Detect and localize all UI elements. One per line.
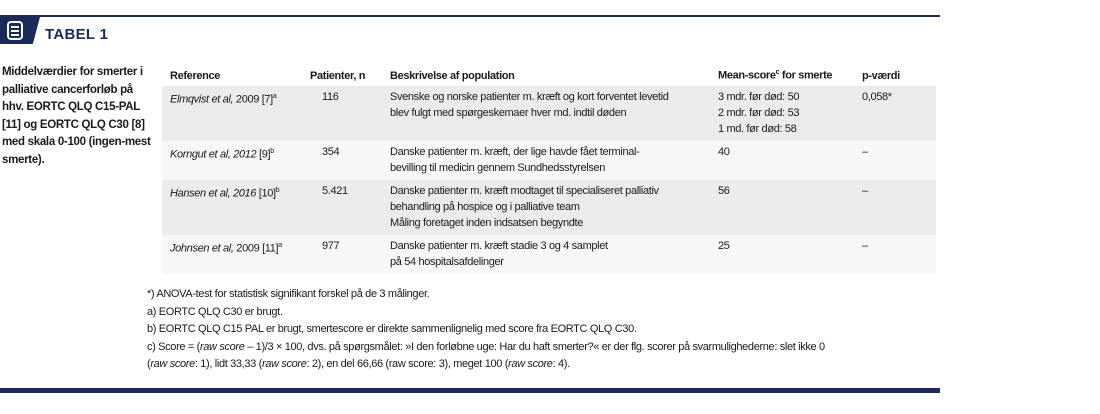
mean-score-cell: 25 xyxy=(710,235,854,274)
col-description: Beskrivelse af population xyxy=(390,70,515,82)
table-row: Korngut et al, 2012 [9]b 354 Danske pati… xyxy=(162,141,936,180)
data-table: Reference Patienter, n Beskrivelse af po… xyxy=(162,66,936,274)
footnotes: *) ANOVA-test for statistisk signifikant… xyxy=(147,286,825,374)
p-value-cell: – xyxy=(854,180,936,235)
note-a: a) EORTC QLQ C30 er brugt. xyxy=(147,305,283,318)
description-cell: Danske patienter m. kræft, der lige havd… xyxy=(382,141,710,180)
mean-score-cell: 3 mdr. før død: 50 2 mdr. før død: 53 1 md… xyxy=(710,86,854,141)
patients-cell: 116 xyxy=(302,86,382,141)
reference-cell: Hansen et al, 2016 [10]b xyxy=(162,180,302,235)
top-rule xyxy=(0,15,940,17)
patients-cell: 354 xyxy=(302,141,382,180)
header-row: Reference Patienter, n Beskrivelse af po… xyxy=(162,66,936,86)
note-c: c) Score = (raw score – 1)/3 × 100, dvs.… xyxy=(147,340,825,371)
table-title: TABEL 1 xyxy=(45,26,109,43)
p-value-cell: 0,058* xyxy=(854,86,936,141)
mean-score-cell: 56 xyxy=(710,180,854,235)
description-cell: Danske patienter m. kræft modtaget til s… xyxy=(382,180,710,235)
patients-cell: 977 xyxy=(302,235,382,274)
p-value-cell: – xyxy=(854,141,936,180)
description-cell: Svenske og norske patienter m. kræft og … xyxy=(382,86,710,141)
bottom-rule xyxy=(0,388,940,393)
description-cell: Danske patienter m. kræft stadie 3 og 4 … xyxy=(382,235,710,274)
document-list-icon xyxy=(7,21,23,40)
col-patients: Patienter, n xyxy=(310,70,366,82)
table-row: Johnsen et al, 2009 [11]a 977 Danske pat… xyxy=(162,235,936,274)
col-reference: Reference xyxy=(170,70,221,82)
p-value-cell: – xyxy=(854,235,936,274)
patients-cell: 5.421 xyxy=(302,180,382,235)
col-mean-score: Mean-scorec for smerte xyxy=(718,69,833,82)
reference-cell: Korngut et al, 2012 [9]b xyxy=(162,141,302,180)
col-p-value: p-værdi xyxy=(862,70,900,82)
table-row: Elmqvist et al, 2009 [7]a 116 Svenske og… xyxy=(162,86,936,141)
table-caption: Middelværdier for smerter i palliative c… xyxy=(2,66,151,166)
table-row: Hansen et al, 2016 [10]b 5.421 Danske pa… xyxy=(162,180,936,235)
reference-cell: Elmqvist et al, 2009 [7]a xyxy=(162,86,302,141)
note-star: *) ANOVA-test for statistisk signifikant… xyxy=(147,288,430,300)
table-badge xyxy=(0,17,40,44)
note-b: b) EORTC QLQ C15 PAL er brugt, smertesco… xyxy=(147,323,637,335)
mean-score-cell: 40 xyxy=(710,141,854,180)
reference-cell: Johnsen et al, 2009 [11]a xyxy=(162,235,302,274)
